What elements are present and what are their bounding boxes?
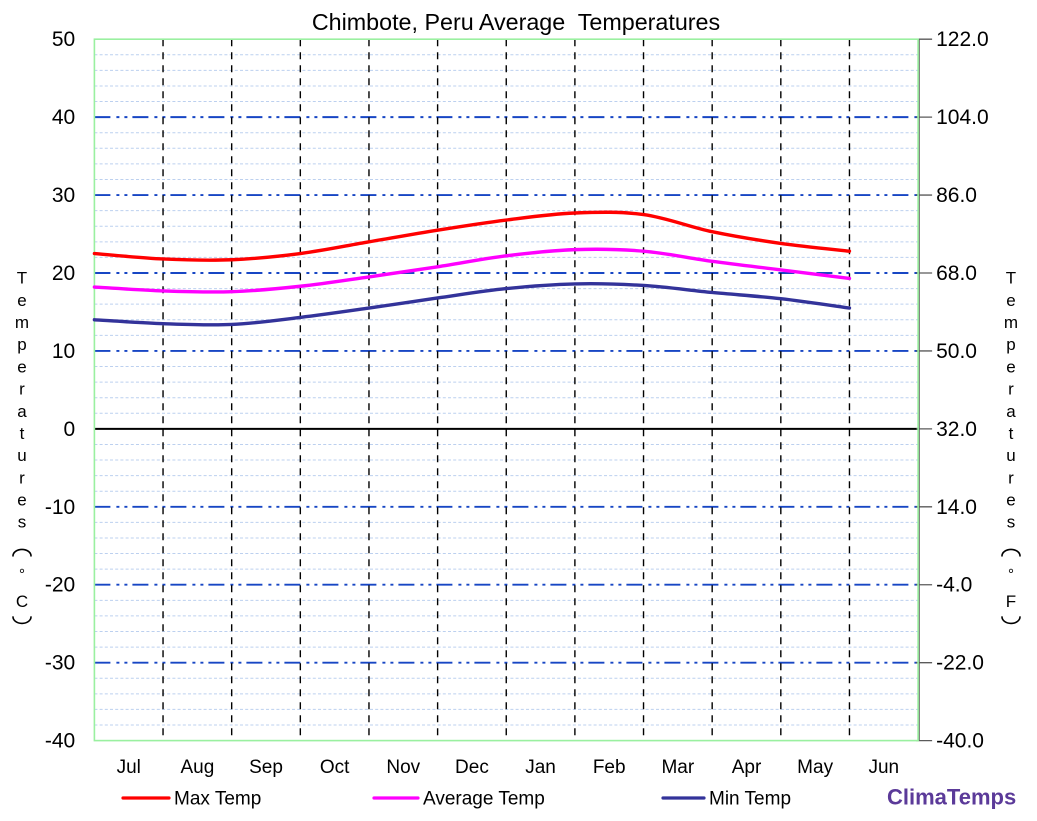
svg-text:14.0: 14.0	[936, 496, 977, 519]
svg-text:50.0: 50.0	[936, 340, 977, 363]
svg-text:Jun: Jun	[868, 757, 899, 778]
svg-text:u: u	[17, 446, 26, 465]
svg-text:May: May	[797, 757, 833, 778]
svg-text:e: e	[17, 357, 26, 376]
svg-text:-40: -40	[45, 730, 75, 753]
svg-text:T: T	[17, 269, 27, 288]
svg-text:Oct: Oct	[320, 757, 350, 778]
svg-text:Aug: Aug	[180, 757, 214, 778]
svg-text:-30: -30	[45, 652, 75, 675]
svg-text:-40.0: -40.0	[936, 730, 984, 753]
svg-text:-22.0: -22.0	[936, 652, 984, 675]
svg-text:u: u	[1006, 446, 1015, 465]
svg-text:Nov: Nov	[386, 757, 420, 778]
svg-text:Mar: Mar	[661, 757, 694, 778]
svg-text:p: p	[1006, 335, 1015, 354]
svg-text:s: s	[18, 513, 27, 532]
svg-text:s: s	[1007, 513, 1016, 532]
svg-text:t: t	[1009, 424, 1014, 443]
svg-text:32.0: 32.0	[936, 418, 977, 441]
svg-text:-4.0: -4.0	[936, 574, 972, 597]
svg-text:e: e	[1006, 357, 1015, 376]
svg-text:Jul: Jul	[117, 757, 141, 778]
svg-text:F: F	[1006, 592, 1016, 611]
svg-text:m: m	[1004, 313, 1018, 332]
svg-text:t: t	[20, 424, 25, 443]
svg-text:10: 10	[52, 340, 75, 363]
svg-text:r: r	[19, 380, 25, 399]
svg-text:50: 50	[52, 28, 75, 51]
svg-text:r: r	[1008, 468, 1014, 487]
svg-text:86.0: 86.0	[936, 184, 977, 207]
svg-text:e: e	[17, 491, 26, 510]
svg-text:Jan: Jan	[525, 757, 556, 778]
svg-text:-10: -10	[45, 496, 75, 519]
svg-text:r: r	[19, 468, 25, 487]
svg-text:Average Temp: Average Temp	[423, 789, 545, 810]
svg-text:0: 0	[64, 418, 76, 441]
svg-text:°: °	[1008, 566, 1014, 583]
svg-text:ClimaTemps: ClimaTemps	[887, 785, 1016, 810]
svg-text:Sep: Sep	[249, 757, 283, 778]
svg-text:°: °	[19, 566, 25, 583]
svg-text:Apr: Apr	[732, 757, 762, 778]
svg-text:e: e	[17, 291, 26, 310]
svg-text:Min Temp: Min Temp	[709, 789, 791, 810]
svg-text:r: r	[1008, 380, 1014, 399]
svg-text:30: 30	[52, 184, 75, 207]
svg-text:Dec: Dec	[455, 757, 489, 778]
svg-text:e: e	[1006, 291, 1015, 310]
svg-text:40: 40	[52, 106, 75, 129]
svg-text:Feb: Feb	[593, 757, 626, 778]
svg-text:p: p	[17, 335, 26, 354]
svg-text:a: a	[1006, 402, 1016, 421]
svg-text:104.0: 104.0	[936, 106, 989, 129]
svg-text:68.0: 68.0	[936, 262, 977, 285]
svg-text:Chimbote, Peru Average Temper: Chimbote, Peru Average Temperatures	[312, 9, 720, 35]
svg-text:20: 20	[52, 262, 75, 285]
svg-text:-20: -20	[45, 574, 75, 597]
svg-text:e: e	[1006, 491, 1015, 510]
svg-text:Max Temp: Max Temp	[174, 789, 261, 810]
svg-text:C: C	[16, 592, 28, 611]
svg-text:122.0: 122.0	[936, 28, 989, 51]
svg-text:a: a	[17, 402, 27, 421]
svg-text:T: T	[1006, 269, 1016, 288]
svg-text:m: m	[15, 313, 29, 332]
